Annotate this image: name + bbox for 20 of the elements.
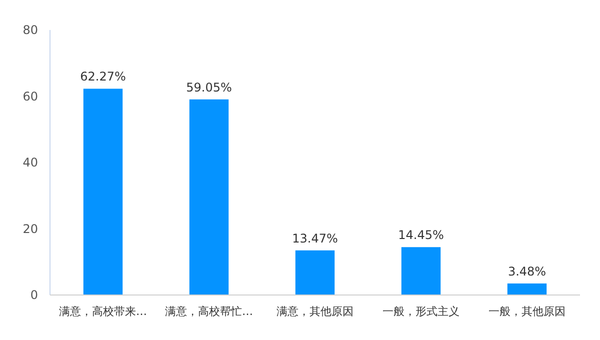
bar — [189, 99, 229, 295]
y-tick-label: 0 — [30, 288, 38, 302]
data-label: 62.27% — [80, 70, 126, 84]
bar — [83, 88, 123, 295]
x-tick-label: 满意，高校帮忙… — [165, 305, 253, 318]
bar — [507, 283, 547, 295]
y-tick-label: 40 — [22, 156, 38, 170]
bar — [295, 250, 335, 295]
data-label: 3.48% — [508, 264, 546, 278]
x-tick-label: 满意，高校带来… — [59, 305, 147, 318]
x-tick-label: 满意，其他原因 — [276, 305, 354, 318]
data-label: 59.05% — [186, 80, 232, 94]
y-tick-label: 20 — [22, 222, 38, 236]
x-tick-label: 一般，其他原因 — [488, 305, 566, 318]
data-label: 14.45% — [398, 228, 444, 242]
x-tick-label: 一般，形式主义 — [382, 305, 460, 318]
y-tick-label: 60 — [22, 89, 38, 104]
data-label: 13.47% — [292, 231, 338, 246]
bar — [401, 247, 441, 295]
y-tick-label: 80 — [22, 23, 38, 38]
